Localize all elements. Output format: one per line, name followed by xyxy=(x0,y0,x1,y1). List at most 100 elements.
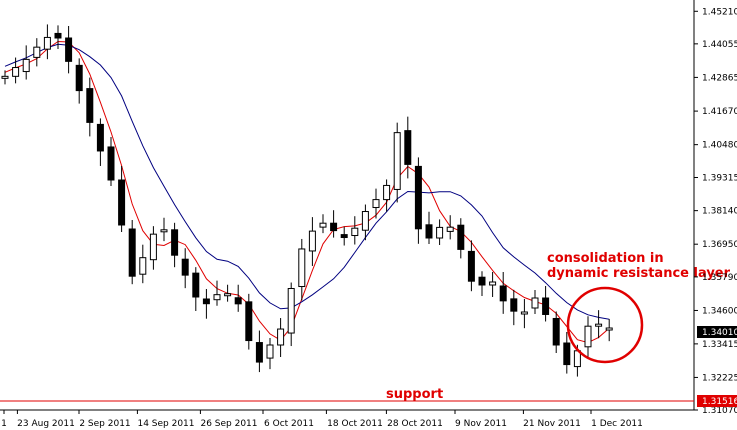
candle-body xyxy=(277,328,285,346)
candle-body xyxy=(542,297,550,315)
candle xyxy=(22,45,30,80)
candle-body xyxy=(43,36,51,50)
candle-body xyxy=(383,184,391,201)
candle-body xyxy=(414,165,422,230)
fast-moving-average-line xyxy=(4,40,610,344)
candle-body xyxy=(65,37,73,62)
candle xyxy=(277,318,285,357)
candle-body xyxy=(467,250,475,282)
x-tick-label: 18 Oct 2011 xyxy=(327,419,383,429)
candle-body xyxy=(234,297,242,305)
x-tick-label: 9 Nov 2011 xyxy=(455,419,507,429)
candle xyxy=(404,116,412,179)
candle-body xyxy=(478,276,486,286)
candle-body xyxy=(372,199,380,209)
candle xyxy=(340,226,348,246)
price-axis: 1.45210 1.44055 1.42865 1.41670 1.40480 1.393… xyxy=(694,7,737,416)
candle xyxy=(595,310,603,339)
candle-body xyxy=(86,88,94,123)
candle-body xyxy=(118,179,126,226)
candle xyxy=(319,214,327,234)
candle xyxy=(12,57,20,84)
candle xyxy=(361,204,369,241)
candle-body xyxy=(96,123,104,152)
candle-body xyxy=(361,211,369,231)
candle-body xyxy=(330,222,338,232)
y-tick-label: 1.38140 xyxy=(702,207,737,217)
candle xyxy=(383,179,391,212)
x-tick-label: 26 Sep 2011 xyxy=(200,419,257,429)
candle xyxy=(192,267,200,311)
candle xyxy=(489,272,497,297)
consolidation-circle xyxy=(566,286,644,364)
candle-body xyxy=(404,130,412,165)
y-tick-label: 1.32225 xyxy=(702,373,737,383)
x-tick-label: 23 Aug 2011 xyxy=(17,419,75,429)
candle xyxy=(457,218,465,259)
candle-body xyxy=(489,281,497,286)
support-label: support xyxy=(386,387,443,402)
candle xyxy=(54,25,62,49)
candle-body xyxy=(552,317,560,346)
candle-body xyxy=(213,294,221,301)
candle xyxy=(372,188,380,219)
y-tick-label: 1.31070 xyxy=(702,406,737,416)
candle xyxy=(171,222,179,268)
candle-body xyxy=(149,233,157,261)
candle xyxy=(287,282,295,347)
candle xyxy=(245,293,253,350)
candle xyxy=(531,290,539,314)
candle-body xyxy=(298,248,306,288)
candle-body xyxy=(393,132,401,190)
consolidation-label-line2: dynamic resistance layer xyxy=(547,266,731,281)
time-axis: 1 23 Aug 2011 2 Sep 2011 14 Sep 2011 26 Sep … xyxy=(1,410,643,429)
candle xyxy=(393,122,401,203)
x-tick-label: 14 Sep 2011 xyxy=(137,419,194,429)
candle-body xyxy=(351,227,359,237)
candle-body xyxy=(499,285,507,302)
candle xyxy=(213,280,221,306)
candle xyxy=(298,238,306,301)
candle xyxy=(128,220,136,285)
chart-frame xyxy=(0,0,695,411)
candle-body xyxy=(510,298,518,312)
candle xyxy=(478,271,486,296)
candle xyxy=(510,289,518,326)
support-price-tag-bg xyxy=(697,395,737,407)
candle-body xyxy=(224,293,232,297)
candle-body xyxy=(319,222,327,228)
candle-body xyxy=(202,298,210,305)
candle-body xyxy=(192,272,200,298)
candle-body xyxy=(128,228,136,277)
candle-body xyxy=(33,46,41,58)
candle-body xyxy=(160,229,168,233)
candle xyxy=(308,217,316,266)
candle-body xyxy=(266,344,274,359)
candle xyxy=(436,219,444,245)
candle xyxy=(351,216,359,245)
candle-body xyxy=(446,226,454,232)
candle xyxy=(499,272,507,314)
candle xyxy=(1,70,9,85)
candle xyxy=(139,244,147,284)
candle xyxy=(33,38,41,67)
x-tick-label: 2 Sep 2011 xyxy=(79,419,130,429)
x-tick-label: 6 Oct 2011 xyxy=(264,419,314,429)
x-tick-label: 28 Oct 2011 xyxy=(387,419,443,429)
candle xyxy=(542,286,550,322)
current-price-tag-bg xyxy=(697,326,737,338)
candle xyxy=(234,284,242,312)
candle-body xyxy=(245,301,253,342)
y-tick-label: 1.39315 xyxy=(702,174,737,184)
candle xyxy=(149,226,157,270)
candle xyxy=(75,58,83,104)
support-price-tag: 1.31516 xyxy=(702,397,737,407)
candle xyxy=(446,215,454,240)
y-tick-label: 1.41670 xyxy=(702,107,737,117)
candle xyxy=(266,338,274,370)
y-tick-label: 1.45210 xyxy=(702,7,737,17)
candle xyxy=(181,248,189,289)
candle xyxy=(224,284,232,302)
candle-body xyxy=(531,297,539,309)
